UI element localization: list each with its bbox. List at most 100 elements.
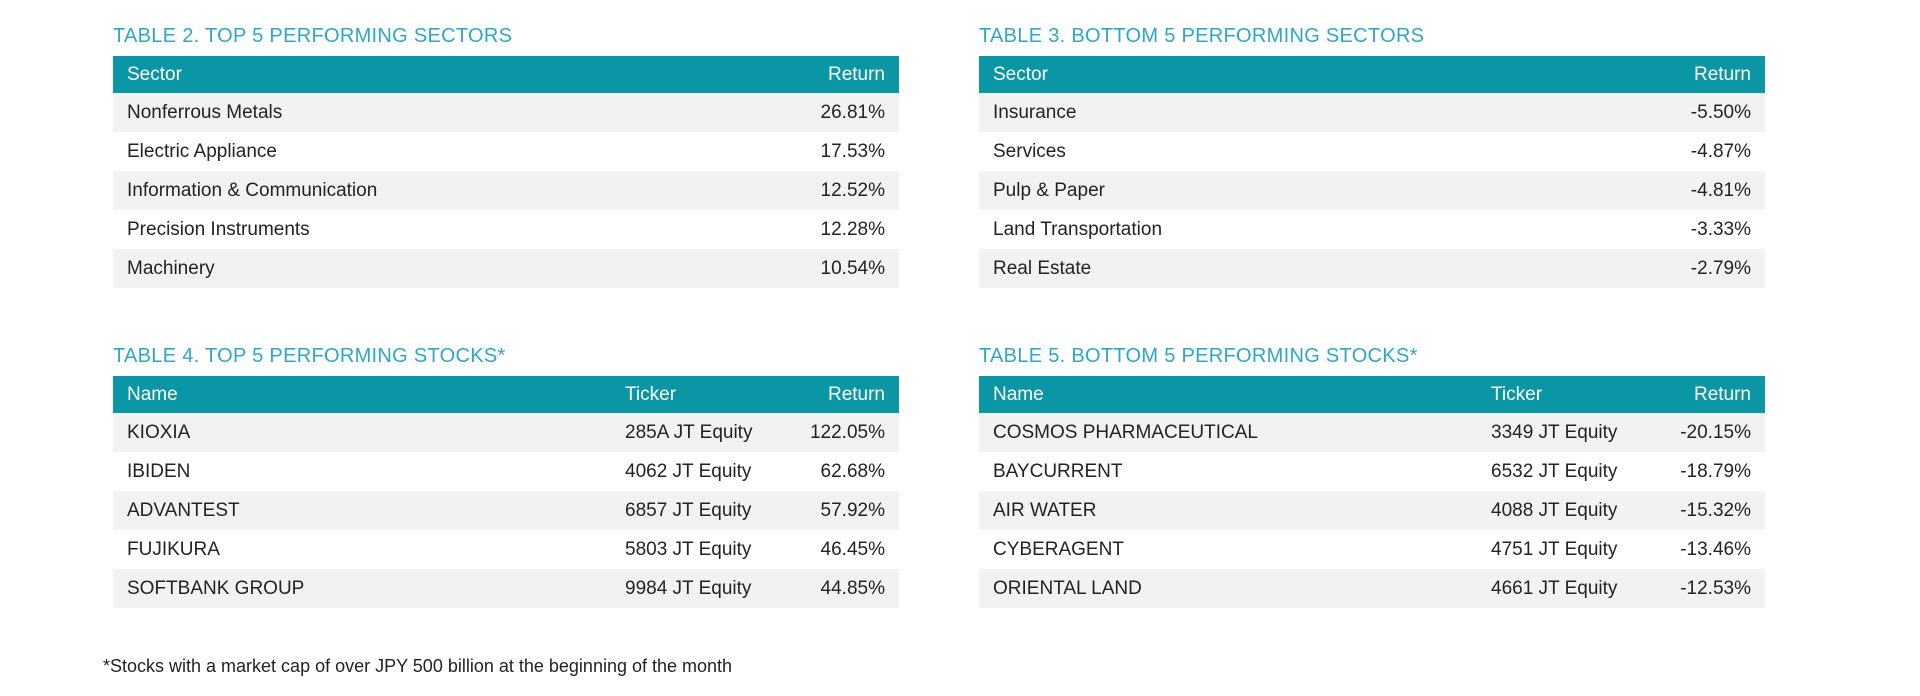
table-row: COSMOS PHARMACEUTICAL 3349 JT Equity -20.1… bbox=[979, 413, 1765, 452]
footnote: *Stocks with a market cap of over JPY 50… bbox=[103, 656, 733, 676]
cell-name: AIR WATER bbox=[993, 499, 1097, 521]
table-row: FUJIKURA 5803 JT Equity 46.45% bbox=[113, 530, 899, 569]
column-header-return: Return bbox=[1693, 63, 1751, 85]
cell-name: FUJIKURA bbox=[127, 538, 220, 560]
report-page: TABLE 2. TOP 5 PERFORMING SECTORS Sector… bbox=[103, 24, 1765, 676]
cell-name: CYBERAGENT bbox=[993, 538, 1124, 560]
table-5-title: TABLE 5. BOTTOM 5 PERFORMING STOCKS* bbox=[979, 345, 1418, 367]
stock-tables-row: TABLE 4. TOP 5 PERFORMING STOCKS* Name Ti… bbox=[113, 344, 1765, 608]
table-bottom-stocks: Name Ticker Return COSMOS PHARMACEUTICAL 334… bbox=[979, 376, 1765, 608]
table-header-row: Sector Return bbox=[979, 56, 1765, 93]
cell-sector: Nonferrous Metals bbox=[127, 101, 283, 123]
table-row: Land Transportation -3.33% bbox=[979, 210, 1765, 249]
cell-sector: Land Transportation bbox=[993, 218, 1163, 240]
table-top-stocks: Name Ticker Return KIOXIA 285A JT Equity 122.… bbox=[113, 376, 899, 608]
cell-ticker: 4751 JT Equity bbox=[1491, 538, 1618, 560]
cell-return: -2.79% bbox=[1690, 257, 1751, 279]
cell-sector: Pulp & Paper bbox=[993, 179, 1105, 201]
table-row: Real Estate -2.79% bbox=[979, 249, 1765, 288]
cell-sector: Real Estate bbox=[993, 257, 1092, 279]
table-row: Machinery 10.54% bbox=[113, 249, 899, 288]
cell-name: COSMOS PHARMACEUTICAL bbox=[993, 421, 1258, 443]
cell-sector: Information & Communication bbox=[127, 179, 378, 201]
cell-sector: Machinery bbox=[127, 257, 215, 279]
column-header-ticker: Ticker bbox=[625, 383, 677, 405]
column-header-ticker: Ticker bbox=[1491, 383, 1543, 405]
table-row: Services -4.87% bbox=[979, 132, 1765, 171]
table-row: BAYCURRENT 6532 JT Equity -18.79% bbox=[979, 452, 1765, 491]
table-row: Nonferrous Metals 26.81% bbox=[113, 93, 899, 132]
cell-ticker: 9984 JT Equity bbox=[625, 577, 752, 599]
sector-tables-row: TABLE 2. TOP 5 PERFORMING SECTORS Sector… bbox=[113, 24, 1765, 288]
cell-return: -4.87% bbox=[1690, 140, 1751, 162]
column-header-name: Name bbox=[993, 383, 1044, 405]
table-row: SOFTBANK GROUP 9984 JT Equity 44.85% bbox=[113, 569, 899, 608]
cell-return: -13.46% bbox=[1680, 538, 1751, 560]
cell-ticker: 4661 JT Equity bbox=[1491, 577, 1618, 599]
cell-return: 12.28% bbox=[820, 218, 885, 240]
cell-return: -4.81% bbox=[1690, 179, 1751, 201]
cell-name: ADVANTEST bbox=[127, 499, 240, 521]
column-header-sector: Sector bbox=[127, 63, 182, 85]
table-header-row: Name Ticker Return bbox=[979, 376, 1765, 413]
table-row: CYBERAGENT 4751 JT Equity -13.46% bbox=[979, 530, 1765, 569]
cell-return: 17.53% bbox=[820, 140, 885, 162]
cell-return: -12.53% bbox=[1680, 577, 1751, 599]
table-row: Insurance -5.50% bbox=[979, 93, 1765, 132]
cell-return: -18.79% bbox=[1680, 460, 1751, 482]
cell-return: 57.92% bbox=[820, 499, 885, 521]
table-row: Information & Communication 12.52% bbox=[113, 171, 899, 210]
cell-return: -3.33% bbox=[1690, 218, 1751, 240]
table-row: Precision Instruments 12.28% bbox=[113, 210, 899, 249]
cell-ticker: 285A JT Equity bbox=[625, 421, 753, 443]
table-top-sectors: Sector Return Nonferrous Metals 26.81% Elect… bbox=[113, 56, 899, 288]
cell-return: 26.81% bbox=[820, 101, 885, 123]
table-bottom-sectors: Sector Return Insurance -5.50% Services -4.87… bbox=[979, 56, 1765, 288]
table-3-title: TABLE 3. BOTTOM 5 PERFORMING SECTORS bbox=[979, 25, 1425, 47]
cell-return: -15.32% bbox=[1680, 499, 1751, 521]
cell-ticker: 5803 JT Equity bbox=[625, 538, 752, 560]
section-bottom-sectors: TABLE 3. BOTTOM 5 PERFORMING SECTORS Sec… bbox=[979, 24, 1765, 288]
section-top-sectors: TABLE 2. TOP 5 PERFORMING SECTORS Sector… bbox=[113, 24, 899, 288]
cell-name: BAYCURRENT bbox=[993, 460, 1123, 482]
table-4-title: TABLE 4. TOP 5 PERFORMING STOCKS* bbox=[113, 345, 506, 367]
cell-ticker: 4088 JT Equity bbox=[1491, 499, 1618, 521]
cell-sector: Services bbox=[993, 140, 1066, 162]
cell-name: IBIDEN bbox=[127, 460, 191, 482]
cell-name: KIOXIA bbox=[127, 421, 191, 443]
cell-ticker: 3349 JT Equity bbox=[1491, 421, 1618, 443]
cell-return: 62.68% bbox=[820, 460, 885, 482]
section-top-stocks: TABLE 4. TOP 5 PERFORMING STOCKS* Name Ti… bbox=[113, 344, 899, 608]
cell-ticker: 4062 JT Equity bbox=[625, 460, 752, 482]
column-header-return: Return bbox=[1693, 383, 1751, 405]
cell-return: 122.05% bbox=[809, 421, 885, 443]
cell-ticker: 6532 JT Equity bbox=[1491, 460, 1618, 482]
table-2-title: TABLE 2. TOP 5 PERFORMING SECTORS bbox=[113, 25, 513, 47]
table-row: IBIDEN 4062 JT Equity 62.68% bbox=[113, 452, 899, 491]
cell-sector: Precision Instruments bbox=[127, 218, 310, 240]
cell-return: 10.54% bbox=[820, 257, 885, 279]
column-header-return: Return bbox=[827, 63, 885, 85]
cell-return: 44.85% bbox=[820, 577, 885, 599]
cell-return: 12.52% bbox=[820, 179, 885, 201]
table-row: KIOXIA 285A JT Equity 122.05% bbox=[113, 413, 899, 452]
table-row: ADVANTEST 6857 JT Equity 57.92% bbox=[113, 491, 899, 530]
cell-name: ORIENTAL LAND bbox=[993, 577, 1142, 599]
cell-return: -20.15% bbox=[1680, 421, 1751, 443]
table-row: ORIENTAL LAND 4661 JT Equity -12.53% bbox=[979, 569, 1765, 608]
table-row: Electric Appliance 17.53% bbox=[113, 132, 899, 171]
table-header-row: Sector Return bbox=[113, 56, 899, 93]
section-bottom-stocks: TABLE 5. BOTTOM 5 PERFORMING STOCKS* Nam… bbox=[979, 344, 1765, 608]
cell-sector: Electric Appliance bbox=[127, 140, 277, 162]
table-row: Pulp & Paper -4.81% bbox=[979, 171, 1765, 210]
cell-sector: Insurance bbox=[993, 101, 1077, 123]
cell-ticker: 6857 JT Equity bbox=[625, 499, 752, 521]
table-row: AIR WATER 4088 JT Equity -15.32% bbox=[979, 491, 1765, 530]
cell-return: 46.45% bbox=[820, 538, 885, 560]
column-header-return: Return bbox=[827, 383, 885, 405]
table-header-row: Name Ticker Return bbox=[113, 376, 899, 413]
cell-name: SOFTBANK GROUP bbox=[127, 577, 305, 599]
cell-return: -5.50% bbox=[1690, 101, 1751, 123]
column-header-sector: Sector bbox=[993, 63, 1048, 85]
column-header-name: Name bbox=[127, 383, 178, 405]
